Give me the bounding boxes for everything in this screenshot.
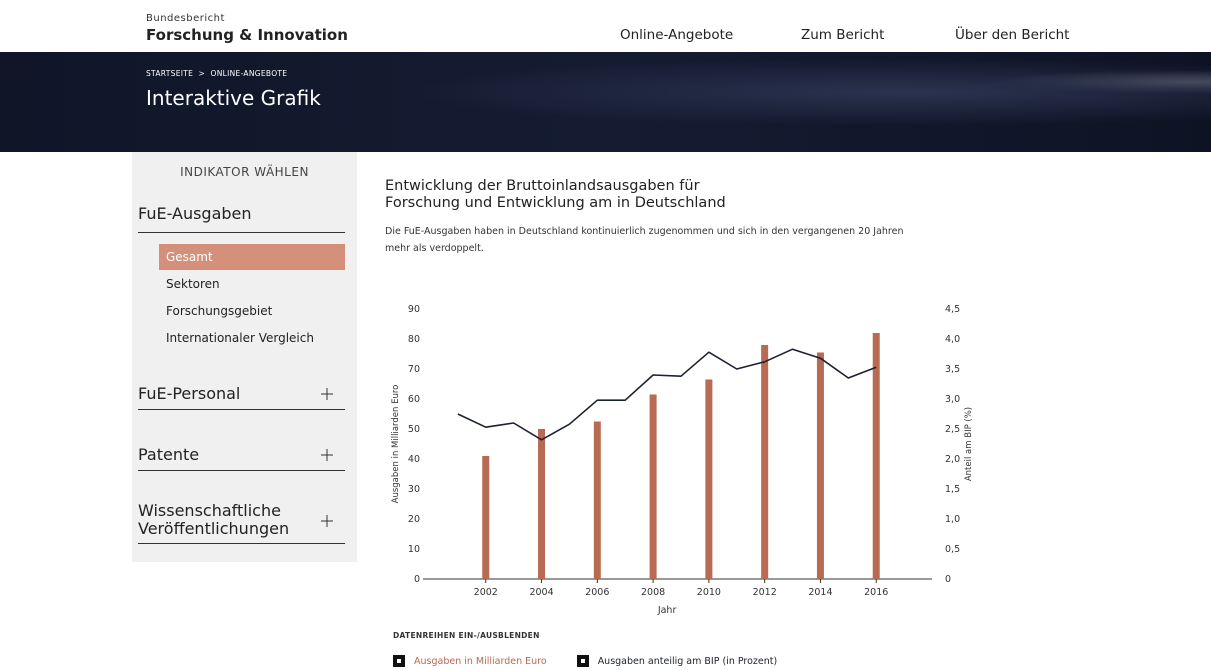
bar bbox=[873, 333, 880, 579]
y-axis-label: Ausgaben in Milliarden Euro bbox=[391, 385, 401, 504]
breadcrumb-separator: > bbox=[199, 69, 206, 78]
x-tick-label: 2008 bbox=[641, 587, 665, 598]
y-tick-label: 50 bbox=[408, 424, 420, 435]
y-tick-label: 20 bbox=[408, 514, 420, 525]
y-tick-label: 30 bbox=[408, 484, 420, 495]
indicator-item[interactable]: Internationaler Vergleich bbox=[159, 325, 345, 351]
x-tick-label: 2002 bbox=[474, 587, 498, 598]
indicator-group[interactable]: Wissenschaftliche Veröffentlichungen bbox=[138, 502, 345, 544]
brand[interactable]: Forschung & Innovation bbox=[146, 26, 348, 44]
legend-checkbox[interactable] bbox=[577, 655, 589, 667]
y2-axis-label: Anteil am BIP (%) bbox=[964, 407, 974, 481]
legend-entry[interactable]: Ausgaben anteilig am BIP (in Prozent) bbox=[577, 655, 778, 667]
y2-tick-label: 2,5 bbox=[945, 424, 960, 435]
bar bbox=[538, 429, 545, 579]
bar bbox=[594, 422, 601, 580]
y2-tick-label: 4,0 bbox=[945, 334, 960, 345]
banner-title: Interaktive Grafik bbox=[146, 86, 321, 110]
sidebar: INDIKATOR WÄHLEN FuE-Ausgaben Gesamt Sek… bbox=[132, 152, 357, 562]
sidebar-heading: INDIKATOR WÄHLEN bbox=[132, 165, 357, 179]
indicator-group[interactable]: Patente bbox=[138, 445, 345, 471]
indicator-item[interactable]: Forschungsgebiet bbox=[159, 298, 345, 324]
y-tick-label: 70 bbox=[408, 364, 420, 375]
breadcrumb-link[interactable]: STARTSEITE bbox=[146, 69, 193, 78]
legend: Ausgaben in Milliarden Euro Ausgaben ante… bbox=[393, 655, 807, 669]
indicator-item[interactable]: Gesamt bbox=[159, 244, 345, 270]
indicator-group[interactable]: FuE-Personal bbox=[138, 384, 345, 410]
y2-tick-label: 0,5 bbox=[945, 544, 960, 555]
y2-tick-label: 3,0 bbox=[945, 394, 960, 405]
bar bbox=[817, 353, 824, 580]
x-tick-label: 2006 bbox=[585, 587, 609, 598]
chart-title-line: Entwicklung der Bruttoinlandsausgaben fü… bbox=[385, 178, 726, 195]
y-tick-label: 90 bbox=[408, 304, 420, 315]
indicator-item[interactable]: Sektoren bbox=[159, 271, 345, 297]
y-tick-label: 80 bbox=[408, 334, 420, 345]
y2-tick-label: 2,0 bbox=[945, 454, 960, 465]
bar bbox=[482, 456, 489, 579]
chart-subtitle: Die FuE-Ausgaben haben in Deutschland ko… bbox=[385, 223, 920, 257]
y2-tick-label: 0 bbox=[945, 574, 951, 585]
x-tick-label: 2004 bbox=[529, 587, 553, 598]
y2-tick-label: 3,5 bbox=[945, 364, 960, 375]
nav-link[interactable]: Zum Bericht bbox=[801, 27, 884, 43]
y-tick-label: 10 bbox=[408, 544, 420, 555]
chart: 0 10 20 30 40 50 60 70 80 90 0 0,5 1,0 1,5 2,0 2,5 3,0 3,… bbox=[380, 295, 980, 625]
nav-link[interactable]: Über den Bericht bbox=[955, 27, 1069, 43]
y-tick-label: 40 bbox=[408, 454, 420, 465]
bar bbox=[650, 395, 657, 580]
breadcrumb: STARTSEITE > ONLINE-ANGEBOTE bbox=[146, 69, 287, 78]
expand-icon[interactable] bbox=[320, 387, 334, 401]
indicator-group[interactable]: FuE-Ausgaben bbox=[138, 204, 345, 233]
y-tick-label: 0 bbox=[414, 574, 420, 585]
page: Bundesbericht Forschung & Innovation Onl… bbox=[0, 0, 1211, 669]
x-axis-label: Jahr bbox=[657, 605, 677, 616]
legend-entry[interactable]: Ausgaben in Milliarden Euro bbox=[393, 655, 547, 667]
brand-small: Bundesbericht bbox=[146, 13, 225, 24]
x-tick-label: 2016 bbox=[864, 587, 888, 598]
y-tick-label: 60 bbox=[408, 394, 420, 405]
bar bbox=[705, 380, 712, 580]
expand-icon[interactable] bbox=[320, 514, 334, 528]
bar bbox=[761, 345, 768, 579]
x-tick-label: 2012 bbox=[753, 587, 777, 598]
legend-checkbox[interactable] bbox=[393, 655, 405, 667]
x-tick-label: 2014 bbox=[808, 587, 832, 598]
line bbox=[458, 349, 876, 440]
breadcrumb-current: ONLINE-ANGEBOTE bbox=[211, 69, 288, 78]
nav-link[interactable]: Online-Angebote bbox=[620, 27, 733, 43]
legend-heading: DATENREIHEN EIN-/AUSBLENDEN bbox=[393, 631, 540, 640]
y2-tick-label: 1,0 bbox=[945, 514, 960, 525]
chart-title-line: Forschung und Entwicklung am in Deutschl… bbox=[385, 195, 726, 212]
x-tick-label: 2010 bbox=[697, 587, 721, 598]
legend-label: Ausgaben anteilig am BIP (in Prozent) bbox=[598, 656, 778, 667]
legend-label: Ausgaben in Milliarden Euro bbox=[414, 656, 547, 667]
chart-title: Entwicklung der Bruttoinlandsausgaben fü… bbox=[385, 178, 726, 212]
y2-tick-label: 4,5 bbox=[945, 304, 960, 315]
expand-icon[interactable] bbox=[320, 448, 334, 462]
y2-tick-label: 1,5 bbox=[945, 484, 960, 495]
